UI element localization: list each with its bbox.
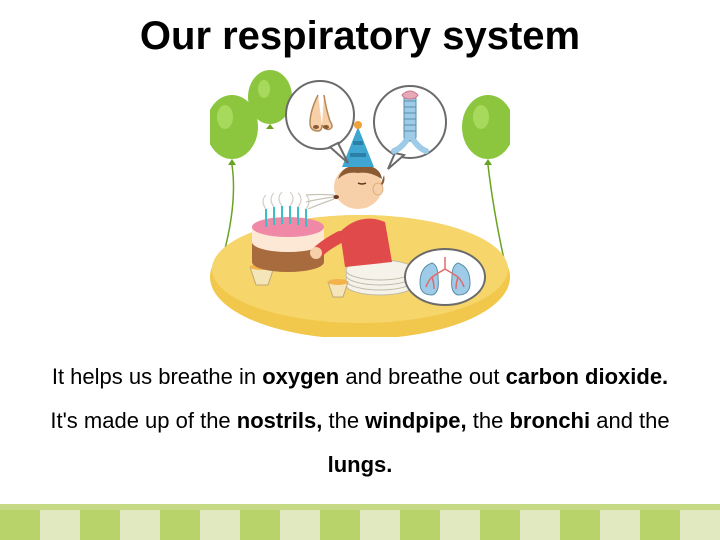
- stripe: [0, 510, 40, 540]
- text-fragment: the: [467, 408, 510, 433]
- windpipe-callout-icon: [374, 86, 446, 169]
- stripe: [320, 510, 360, 540]
- stripe: [200, 510, 240, 540]
- keyword-windpipe: windpipe,: [365, 408, 466, 433]
- keyword-lungs: lungs.: [328, 452, 393, 477]
- keyword-bronchi: bronchi: [509, 408, 590, 433]
- text-fragment: and the: [590, 408, 670, 433]
- text-fragment: It's made up of the: [50, 408, 236, 433]
- stripe: [400, 510, 440, 540]
- stripe: [160, 510, 200, 540]
- keyword-carbon-dioxide: carbon dioxide.: [506, 364, 669, 389]
- footer-stripes: [0, 504, 720, 540]
- keyword-oxygen: oxygen: [262, 364, 339, 389]
- stripe: [440, 510, 480, 540]
- stripe: [360, 510, 400, 540]
- illustration-container: [0, 67, 720, 337]
- stripe: [520, 510, 560, 540]
- stripe: [600, 510, 640, 540]
- stripe: [40, 510, 80, 540]
- page-title: Our respiratory system: [0, 0, 720, 59]
- keyword-nostrils: nostrils,: [237, 408, 323, 433]
- stripe: [120, 510, 160, 540]
- stripe: [680, 510, 720, 540]
- description-paragraph: It helps us breathe in oxygen and breath…: [0, 337, 720, 487]
- text-fragment: and breathe out: [339, 364, 505, 389]
- text-fragment: It helps us breathe in: [52, 364, 262, 389]
- stripe: [80, 510, 120, 540]
- lungs-callout-icon: [405, 249, 485, 305]
- stripe: [640, 510, 680, 540]
- stripe: [240, 510, 280, 540]
- text-fragment: the: [322, 408, 365, 433]
- stripe: [560, 510, 600, 540]
- stripe: [480, 510, 520, 540]
- nose-callout-icon: [286, 81, 354, 163]
- respiratory-illustration: [210, 67, 510, 337]
- birthday-cake-icon: [252, 192, 324, 272]
- stripe: [280, 510, 320, 540]
